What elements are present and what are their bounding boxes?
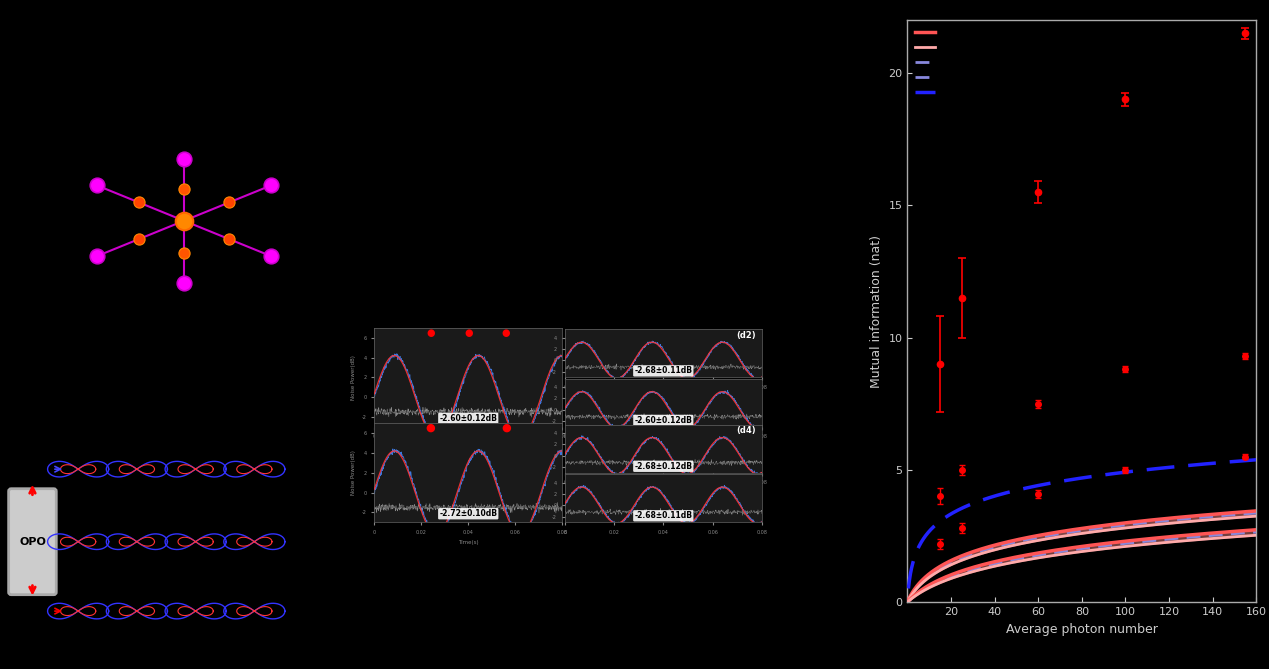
Point bbox=[128, 197, 148, 207]
FancyBboxPatch shape bbox=[9, 489, 56, 595]
Point bbox=[174, 277, 194, 288]
Point bbox=[86, 180, 107, 191]
X-axis label: Average photon number: Average photon number bbox=[1006, 623, 1157, 636]
Text: (d4): (d4) bbox=[736, 426, 756, 435]
Text: ●: ● bbox=[501, 328, 510, 338]
Point bbox=[220, 197, 240, 207]
Text: ●: ● bbox=[426, 423, 435, 433]
X-axis label: Time(s): Time(s) bbox=[458, 541, 478, 545]
Point bbox=[174, 183, 194, 194]
Point bbox=[174, 248, 194, 258]
Text: -2.60±0.12dB: -2.60±0.12dB bbox=[439, 414, 497, 423]
Point bbox=[174, 215, 194, 226]
Point bbox=[220, 234, 240, 245]
Text: ●: ● bbox=[426, 328, 435, 338]
X-axis label: Time(s): Time(s) bbox=[458, 445, 478, 450]
Text: -2.68±0.12dB: -2.68±0.12dB bbox=[634, 462, 693, 471]
Text: ●: ● bbox=[464, 328, 472, 338]
Point bbox=[261, 180, 282, 191]
Text: -2.72±0.10dB: -2.72±0.10dB bbox=[439, 509, 497, 518]
Point bbox=[128, 234, 148, 245]
Y-axis label: Mutual information (nat): Mutual information (nat) bbox=[869, 235, 883, 387]
Text: -2.68±0.11dB: -2.68±0.11dB bbox=[634, 511, 693, 520]
Text: (d2): (d2) bbox=[736, 330, 756, 340]
Point bbox=[86, 251, 107, 262]
Legend: , , , , : , , , , bbox=[912, 25, 945, 100]
Text: -2.68±0.11dB: -2.68±0.11dB bbox=[634, 367, 693, 375]
Text: ●: ● bbox=[501, 423, 510, 433]
Point bbox=[261, 251, 282, 262]
Text: -2.60±0.12dB: -2.60±0.12dB bbox=[634, 416, 693, 425]
Point bbox=[174, 154, 194, 165]
Y-axis label: Noise Power(dB): Noise Power(dB) bbox=[352, 355, 357, 400]
Y-axis label: Noise Power(dB): Noise Power(dB) bbox=[352, 450, 357, 495]
Text: OPO: OPO bbox=[19, 537, 46, 547]
